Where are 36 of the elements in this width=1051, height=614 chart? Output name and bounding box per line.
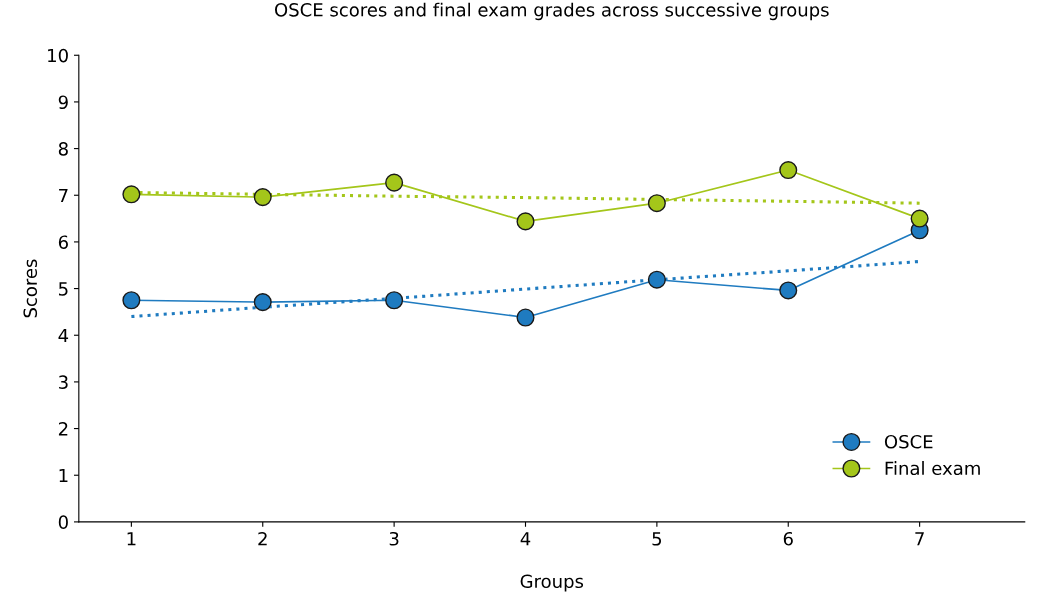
point [516, 308, 535, 327]
point [910, 209, 929, 228]
y-tick-label: 9 [58, 95, 68, 110]
x-tick-label: 2 [258, 531, 267, 546]
point [647, 270, 666, 289]
point [122, 291, 141, 310]
point [122, 185, 141, 204]
point [253, 188, 272, 207]
y-tick-label: 3 [58, 375, 68, 390]
y-tick-label: 5 [59, 282, 68, 296]
y-tick-label: 1 [59, 468, 68, 483]
y-tick-label: 2 [58, 422, 68, 436]
chart-title: OSCE scores and final exam grades across successive groups [275, 2, 829, 21]
x-tick-label: 3 [389, 531, 399, 546]
x-axis-title: Groups [520, 574, 584, 592]
x-tick-label: 7 [915, 532, 924, 546]
y-tick-label: 10 [48, 48, 68, 63]
point [779, 161, 798, 180]
point [385, 173, 404, 192]
y-tick-label: 8 [58, 142, 68, 156]
x-tick-label: 4 [520, 532, 531, 546]
legend-label: Final exam [885, 461, 980, 476]
y-axis-title: Scores [23, 259, 38, 318]
point [516, 212, 535, 231]
x-tick-label: 5 [652, 532, 662, 546]
point [385, 291, 404, 310]
y-tick-label: 6 [58, 235, 68, 250]
point [779, 281, 798, 300]
y-tick-label: 7 [59, 188, 68, 203]
x-tick-label: 6 [783, 531, 793, 546]
y-tick-label: 4 [58, 328, 69, 343]
point [253, 293, 272, 312]
x-tick-label: 1 [127, 532, 136, 546]
legend-label: OSCE [884, 434, 933, 449]
point [647, 194, 666, 213]
y-tick-label: 0 [58, 515, 68, 530]
